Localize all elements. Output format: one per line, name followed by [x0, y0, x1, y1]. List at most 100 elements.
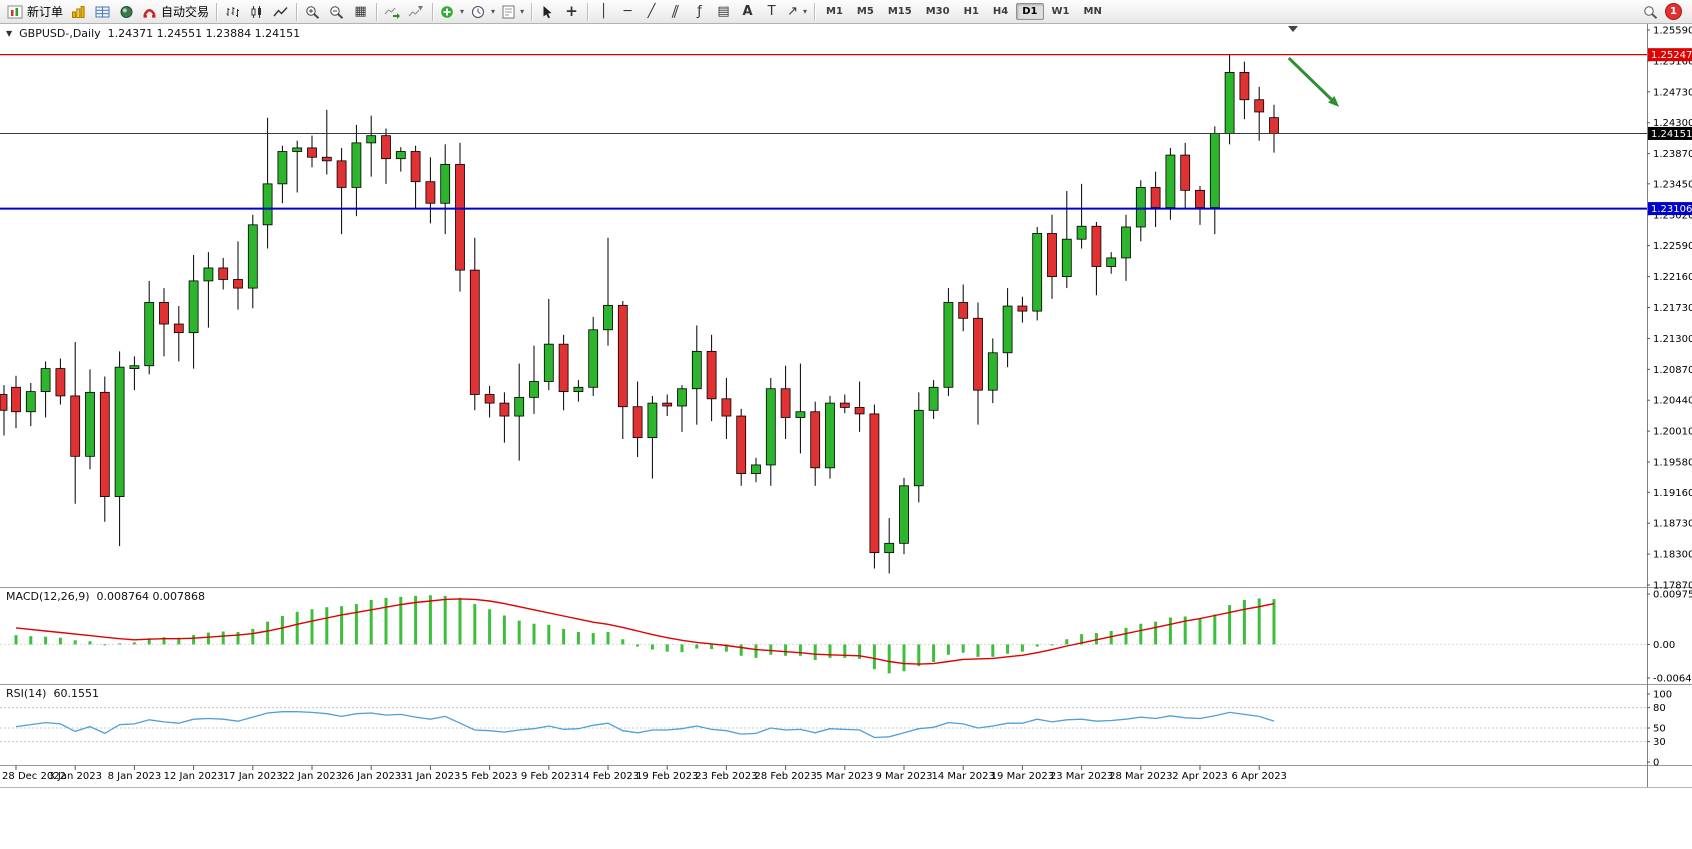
chart-shift-marker[interactable] — [1288, 26, 1298, 32]
date-label: 23 Mar 2023 — [1050, 771, 1113, 782]
macd-label: MACD(12,26,9) 0.008764 0.007868 — [6, 590, 205, 603]
toolbar-separator — [296, 2, 298, 21]
macd-axis-label: -0.006494 — [1653, 674, 1692, 685]
chart-symbol-period: GBPUSD-,Daily — [19, 27, 101, 40]
candle-body — [839, 402, 850, 408]
horizontal-line-tool[interactable]: ─ — [616, 2, 639, 22]
date-label: 28 Feb 2023 — [754, 771, 816, 782]
timeframe-button-h4[interactable]: H4 — [992, 6, 1009, 17]
navigator-icon — [120, 5, 133, 18]
candle-body — [1121, 226, 1131, 259]
candlestick-chart-button[interactable] — [245, 2, 268, 22]
auto-trading-button[interactable]: 自动交易 — [139, 2, 212, 22]
candle-body — [543, 343, 554, 382]
date-label: 12 Jan 2023 — [164, 771, 224, 782]
auto-trading-icon — [143, 8, 156, 18]
cursor-button[interactable] — [536, 2, 559, 22]
candle-body — [899, 485, 909, 544]
search-icon — [1644, 5, 1658, 19]
candle-body — [677, 388, 687, 407]
line-chart-button[interactable] — [269, 2, 292, 22]
date-label: 22 Jan 2023 — [282, 771, 342, 782]
vertical-line-tool[interactable]: │ — [592, 2, 615, 22]
trendline-icon: ╱ — [647, 4, 656, 19]
trendline-tool[interactable]: ╱ — [640, 2, 663, 22]
indicators-button[interactable]: ▾ — [437, 2, 467, 22]
text-tool[interactable]: A — [736, 2, 759, 22]
candle-body — [25, 391, 36, 413]
zoom-in-button[interactable] — [301, 2, 324, 22]
date-label: 31 Jan 2023 — [400, 771, 460, 782]
template-icon — [502, 5, 515, 18]
timeframe-button-m30[interactable]: M30 — [925, 6, 950, 17]
auto-scroll-button[interactable] — [381, 2, 404, 22]
zoom-out-icon — [330, 5, 344, 19]
new-order-icon — [7, 5, 23, 18]
zoom-out-button[interactable] — [325, 2, 348, 22]
date-label: 3 Jan 2023 — [48, 771, 102, 782]
date-label: 9 Feb 2023 — [521, 771, 577, 782]
candle-body — [321, 156, 332, 162]
candle-body — [1135, 187, 1146, 228]
templates-button[interactable]: ▾ — [499, 2, 527, 22]
candle-body — [1032, 233, 1043, 312]
shapes-tool[interactable]: ▤ — [712, 2, 735, 22]
candle-body — [55, 368, 66, 397]
chevron-down-icon: ▾ — [520, 7, 525, 16]
one-click-trading-icon[interactable]: ▼ — [6, 29, 13, 38]
crosshair-button[interactable]: + — [560, 2, 583, 22]
trend-arrow[interactable] — [1287, 56, 1333, 101]
macd-axis-label: 0.00 — [1653, 640, 1675, 651]
candle-body — [144, 302, 155, 367]
candle-body — [514, 396, 525, 417]
timeframe-button-h1[interactable]: H1 — [963, 6, 979, 17]
candle-body — [751, 464, 761, 474]
timeframe-button-m15[interactable]: M15 — [887, 6, 912, 17]
candle-body — [1254, 99, 1265, 113]
candle-body — [173, 323, 184, 334]
notification-count: 1 — [1670, 6, 1677, 17]
chevron-down-icon: ▾ — [491, 7, 496, 16]
label-tool[interactable]: T — [760, 2, 783, 22]
candle-body — [440, 164, 451, 204]
tile-windows-button[interactable]: ▦ — [349, 2, 372, 22]
candle-body — [987, 352, 998, 391]
timeframe-button-d1[interactable]: D1 — [1016, 3, 1044, 20]
periods-button[interactable]: ▾ — [468, 2, 498, 22]
trend-arrow-head[interactable] — [1328, 96, 1340, 107]
candle-body — [1017, 305, 1028, 312]
fibonacci-tool[interactable]: ƒ — [688, 2, 711, 22]
date-label: 28 Dec 2022 — [2, 771, 66, 782]
channel-tool[interactable]: ∥ — [664, 2, 687, 22]
navigator-button[interactable] — [115, 2, 138, 22]
timeframe-button-mn[interactable]: MN — [1083, 6, 1102, 17]
chart-canvas[interactable]: 1.25590 1.25160 1.24730 1.24300 1.23870 1.234… — [0, 24, 1692, 849]
candle-body — [1002, 305, 1013, 354]
candle-body — [455, 164, 465, 271]
date-label: 19 Feb 2023 — [636, 771, 698, 782]
data-window-button[interactable] — [91, 2, 114, 22]
candle-body — [203, 267, 214, 282]
candle-body — [529, 381, 539, 398]
timeframe-button-m1[interactable]: M1 — [826, 6, 843, 17]
price-axis-label: 1.18730 — [1653, 519, 1692, 530]
market-watch-button[interactable] — [67, 2, 90, 22]
macd-values: 0.008764 0.007868 — [96, 590, 206, 603]
date-label: 28 Mar 2023 — [1109, 771, 1172, 782]
candle-body — [736, 415, 747, 474]
candle-body — [958, 302, 969, 319]
new-order-button[interactable]: 新订单 — [4, 2, 66, 22]
candle-body — [129, 365, 140, 370]
toolbar-separator — [531, 2, 533, 21]
candle-body — [70, 395, 81, 457]
notification-badge[interactable]: 1 — [1665, 3, 1682, 20]
arrows-tool[interactable]: ↗ ▾ — [784, 2, 810, 22]
macd-name: MACD(12,26,9) — [6, 590, 90, 603]
search-button[interactable] — [1639, 2, 1662, 22]
timeframe-button-w1[interactable]: W1 — [1051, 6, 1070, 17]
bar-chart-button[interactable] — [221, 2, 244, 22]
indicators-icon — [441, 5, 453, 18]
chart-shift-button[interactable] — [405, 2, 428, 22]
new-order-label: 新订单 — [27, 5, 64, 19]
timeframe-button-m5[interactable]: M5 — [856, 6, 874, 17]
